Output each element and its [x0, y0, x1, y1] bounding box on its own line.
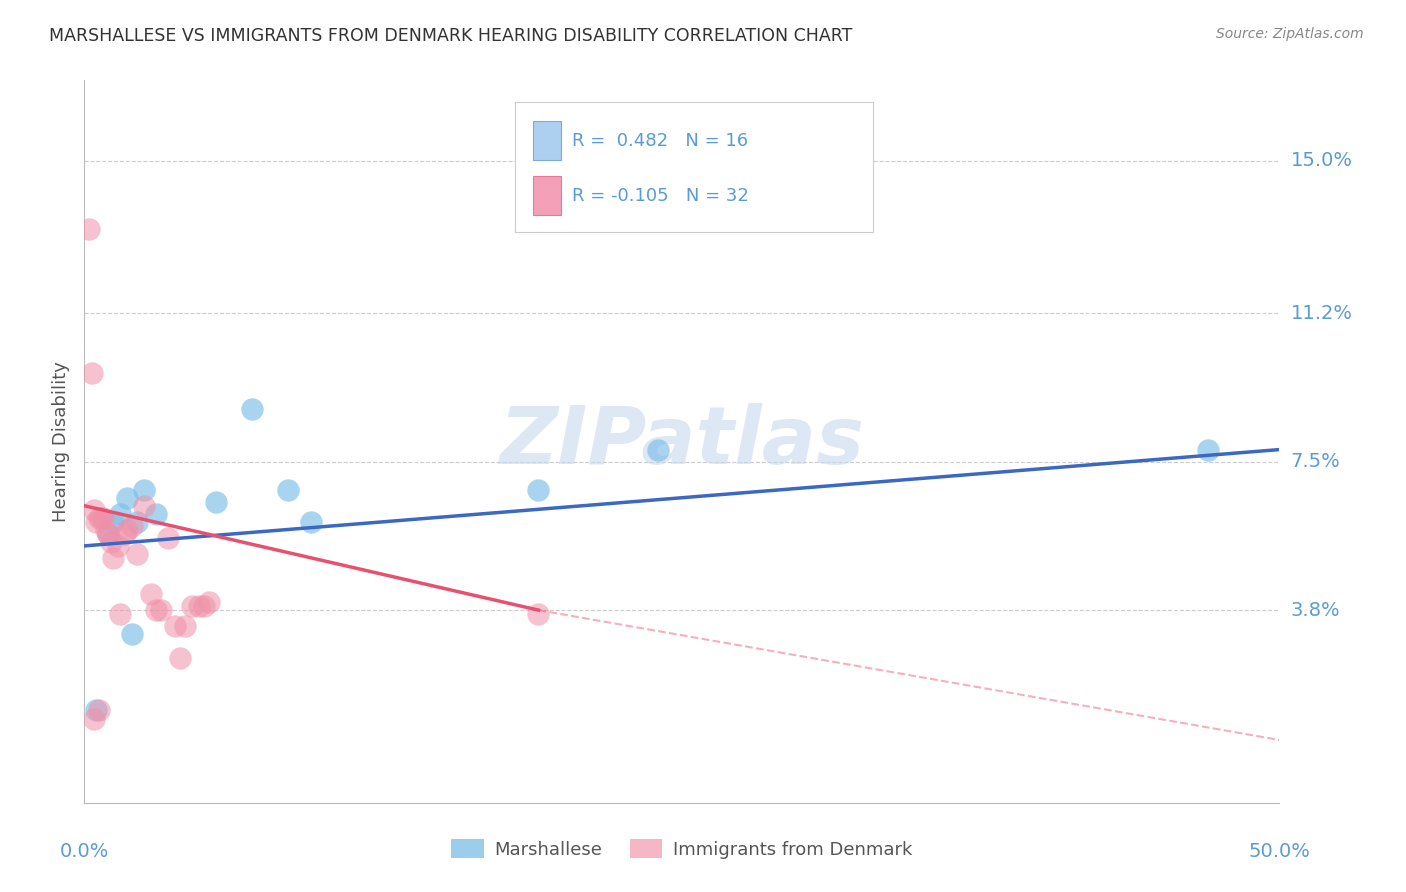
Point [100, 535, 122, 549]
Point [86, 515, 108, 529]
Point [165, 619, 187, 633]
Point [117, 523, 139, 537]
Point [101, 551, 124, 566]
Point [121, 519, 143, 533]
Point [197, 595, 219, 609]
Point [145, 603, 167, 617]
Point [277, 483, 299, 497]
Text: 11.2%: 11.2% [1291, 303, 1353, 323]
Point [80, 367, 103, 381]
Point [97, 526, 120, 541]
Point [169, 651, 191, 665]
Text: 0.0%: 0.0% [59, 842, 110, 861]
Point [527, 607, 550, 622]
Point [157, 531, 180, 545]
Text: 7.5%: 7.5% [1291, 452, 1340, 471]
Point [87, 703, 110, 717]
Text: MARSHALLESE VS IMMIGRANTS FROM DENMARK HEARING DISABILITY CORRELATION CHART: MARSHALLESE VS IMMIGRANTS FROM DENMARK H… [49, 27, 852, 45]
Point [181, 599, 204, 614]
Text: 3.8%: 3.8% [1291, 600, 1340, 620]
Point [110, 507, 132, 521]
Point [83, 712, 105, 726]
Point [188, 599, 211, 614]
Point [90, 510, 112, 524]
Point [101, 515, 124, 529]
Y-axis label: Hearing Disability: Hearing Disability [52, 361, 70, 522]
Point [77, 222, 100, 236]
Point [132, 499, 156, 513]
Point [173, 619, 195, 633]
Text: 15.0%: 15.0% [1291, 151, 1353, 170]
Text: 50.0%: 50.0% [1249, 842, 1310, 861]
Point [1197, 442, 1219, 457]
Legend: Marshallese, Immigrants from Denmark: Marshallese, Immigrants from Denmark [444, 832, 920, 866]
Point [205, 494, 228, 508]
Point [647, 442, 669, 457]
Point [193, 599, 215, 614]
Point [86, 703, 108, 717]
Point [141, 587, 163, 601]
Point [149, 603, 172, 617]
Point [114, 526, 136, 541]
Point [121, 627, 143, 641]
Text: Source: ZipAtlas.com: Source: ZipAtlas.com [1216, 27, 1364, 41]
Text: ZIPatlas: ZIPatlas [499, 402, 865, 481]
Point [93, 510, 115, 524]
Point [97, 526, 120, 541]
Point [110, 607, 132, 622]
Point [94, 523, 117, 537]
Point [125, 515, 148, 529]
Point [301, 515, 323, 529]
Point [117, 491, 139, 505]
Point [132, 483, 156, 497]
Point [83, 503, 105, 517]
Point [107, 539, 129, 553]
Point [240, 402, 263, 417]
Point [145, 507, 167, 521]
Point [527, 483, 550, 497]
Point [125, 547, 148, 561]
Point [87, 510, 110, 524]
